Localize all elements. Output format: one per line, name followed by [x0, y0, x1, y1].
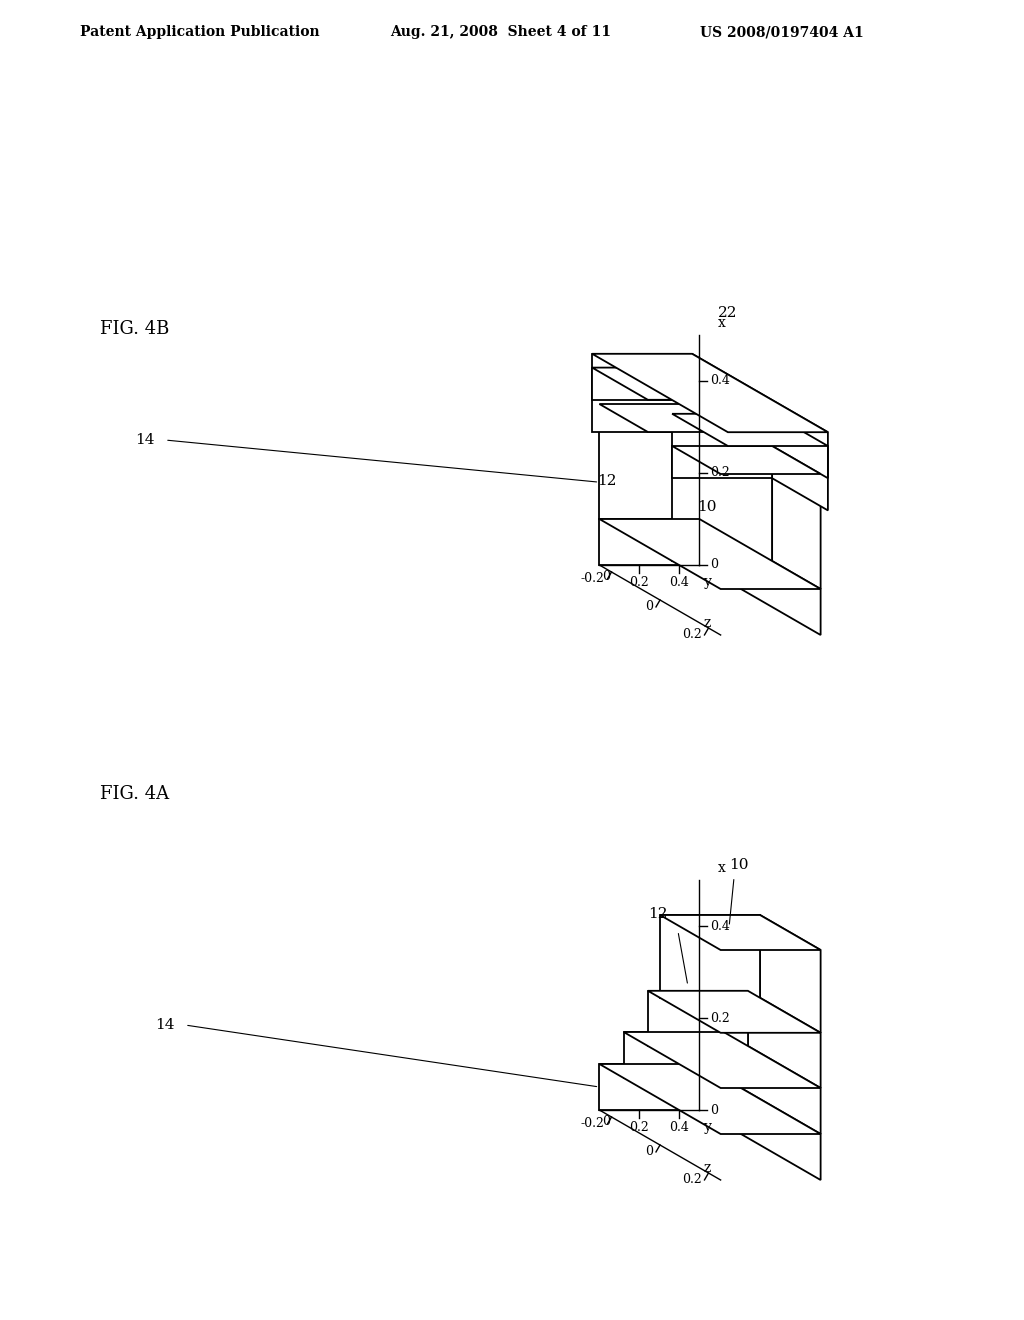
- Polygon shape: [672, 446, 820, 474]
- Polygon shape: [624, 1032, 820, 1088]
- Text: 0.4: 0.4: [711, 375, 730, 388]
- Polygon shape: [699, 1064, 820, 1180]
- Polygon shape: [592, 367, 748, 400]
- Polygon shape: [599, 1064, 820, 1134]
- Text: x: x: [718, 315, 725, 330]
- Text: FIG. 4A: FIG. 4A: [100, 785, 169, 803]
- Polygon shape: [599, 519, 820, 589]
- Text: 0.2: 0.2: [682, 628, 701, 642]
- Text: 12: 12: [648, 907, 668, 921]
- Text: z: z: [703, 616, 711, 630]
- Text: 0.4: 0.4: [711, 920, 730, 932]
- Polygon shape: [599, 404, 699, 519]
- Text: 0.2: 0.2: [711, 466, 730, 479]
- Text: FIG. 4B: FIG. 4B: [100, 319, 169, 338]
- Polygon shape: [772, 413, 827, 511]
- Polygon shape: [660, 915, 760, 998]
- Polygon shape: [692, 367, 748, 465]
- Text: 10: 10: [697, 500, 717, 513]
- Text: 0: 0: [602, 1115, 610, 1129]
- Text: 14: 14: [135, 433, 155, 447]
- Text: 0.4: 0.4: [670, 1121, 689, 1134]
- Text: -0.2: -0.2: [581, 573, 604, 586]
- Text: 0.2: 0.2: [630, 576, 649, 589]
- Text: 0: 0: [602, 570, 610, 583]
- Polygon shape: [760, 915, 820, 1032]
- Polygon shape: [592, 354, 827, 432]
- Polygon shape: [699, 404, 748, 546]
- Polygon shape: [699, 519, 820, 635]
- Polygon shape: [599, 519, 699, 565]
- Polygon shape: [599, 404, 748, 432]
- Text: US 2008/0197404 A1: US 2008/0197404 A1: [700, 25, 864, 40]
- Polygon shape: [592, 354, 692, 400]
- Polygon shape: [672, 413, 827, 446]
- Polygon shape: [748, 991, 820, 1088]
- Text: 22: 22: [718, 306, 737, 319]
- Text: 0.2: 0.2: [630, 1121, 649, 1134]
- Text: 0.2: 0.2: [682, 1173, 701, 1187]
- Text: -0.2: -0.2: [581, 1118, 604, 1130]
- Polygon shape: [672, 413, 772, 478]
- Text: y: y: [705, 1119, 713, 1134]
- Text: Aug. 21, 2008  Sheet 4 of 11: Aug. 21, 2008 Sheet 4 of 11: [390, 25, 611, 40]
- Text: 0.4: 0.4: [670, 576, 689, 589]
- Text: x: x: [718, 861, 725, 875]
- Text: y: y: [705, 576, 713, 589]
- Text: z: z: [703, 1162, 711, 1175]
- Polygon shape: [692, 354, 827, 478]
- Text: 0: 0: [645, 1146, 653, 1159]
- Text: Patent Application Publication: Patent Application Publication: [80, 25, 319, 40]
- Polygon shape: [660, 915, 820, 950]
- Polygon shape: [599, 1064, 699, 1110]
- Polygon shape: [648, 991, 748, 1045]
- Polygon shape: [672, 446, 772, 561]
- Text: 0.2: 0.2: [711, 1011, 730, 1024]
- Polygon shape: [724, 1032, 820, 1134]
- Text: 0: 0: [711, 558, 719, 572]
- Text: 0: 0: [711, 1104, 719, 1117]
- Polygon shape: [772, 446, 820, 589]
- Polygon shape: [648, 991, 820, 1032]
- Text: 0: 0: [645, 601, 653, 614]
- Text: 12: 12: [597, 474, 616, 488]
- Text: 14: 14: [156, 1018, 175, 1032]
- Polygon shape: [624, 1032, 724, 1078]
- Polygon shape: [592, 367, 692, 432]
- Text: 10: 10: [729, 858, 749, 871]
